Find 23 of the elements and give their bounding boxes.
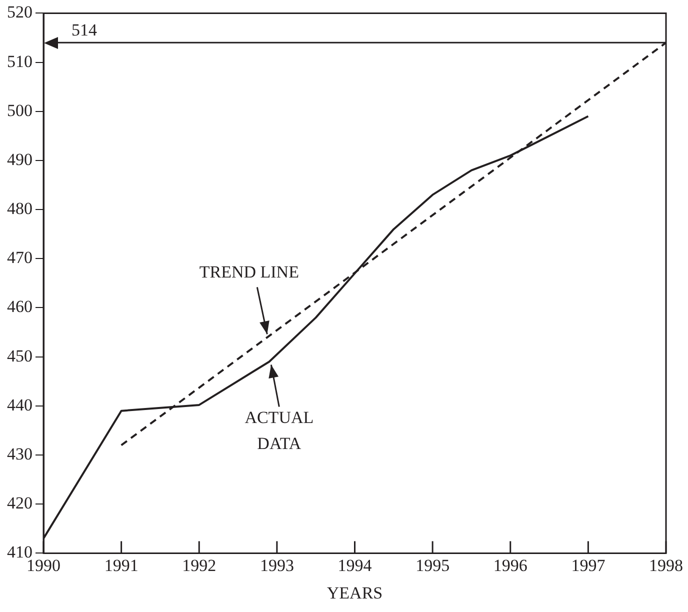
x-tick-label: 1995 — [416, 556, 450, 575]
y-tick-label: 440 — [7, 395, 32, 414]
y-tick-label: 490 — [7, 150, 32, 169]
y-tick-label: 470 — [7, 248, 32, 268]
x-tick-label: 1998 — [649, 556, 683, 575]
y-tick-label: 520 — [7, 2, 32, 22]
ref-line-label: 514 — [72, 20, 98, 40]
x-tick-label: 1994 — [338, 556, 372, 575]
x-tick-label: 1996 — [493, 556, 528, 575]
annotation: TREND LINE — [199, 262, 299, 282]
y-tick-label: 500 — [7, 100, 32, 120]
y-tick-label: 430 — [7, 444, 32, 464]
x-tick-label: 1992 — [182, 556, 216, 575]
x-tick-label: 1997 — [571, 556, 606, 575]
x-tick-label: 1993 — [260, 556, 294, 575]
y-tick-label: 480 — [7, 199, 32, 218]
y-tick-label: 460 — [7, 297, 32, 316]
y-tick-label: 510 — [7, 52, 32, 71]
x-tick-label: 1991 — [104, 556, 138, 575]
annotation: ACTUAL DATA — [244, 408, 314, 454]
x-axis-title: YEARS — [326, 583, 383, 602]
y-tick-label: 450 — [7, 346, 32, 366]
y-tick-label: 420 — [7, 494, 32, 513]
